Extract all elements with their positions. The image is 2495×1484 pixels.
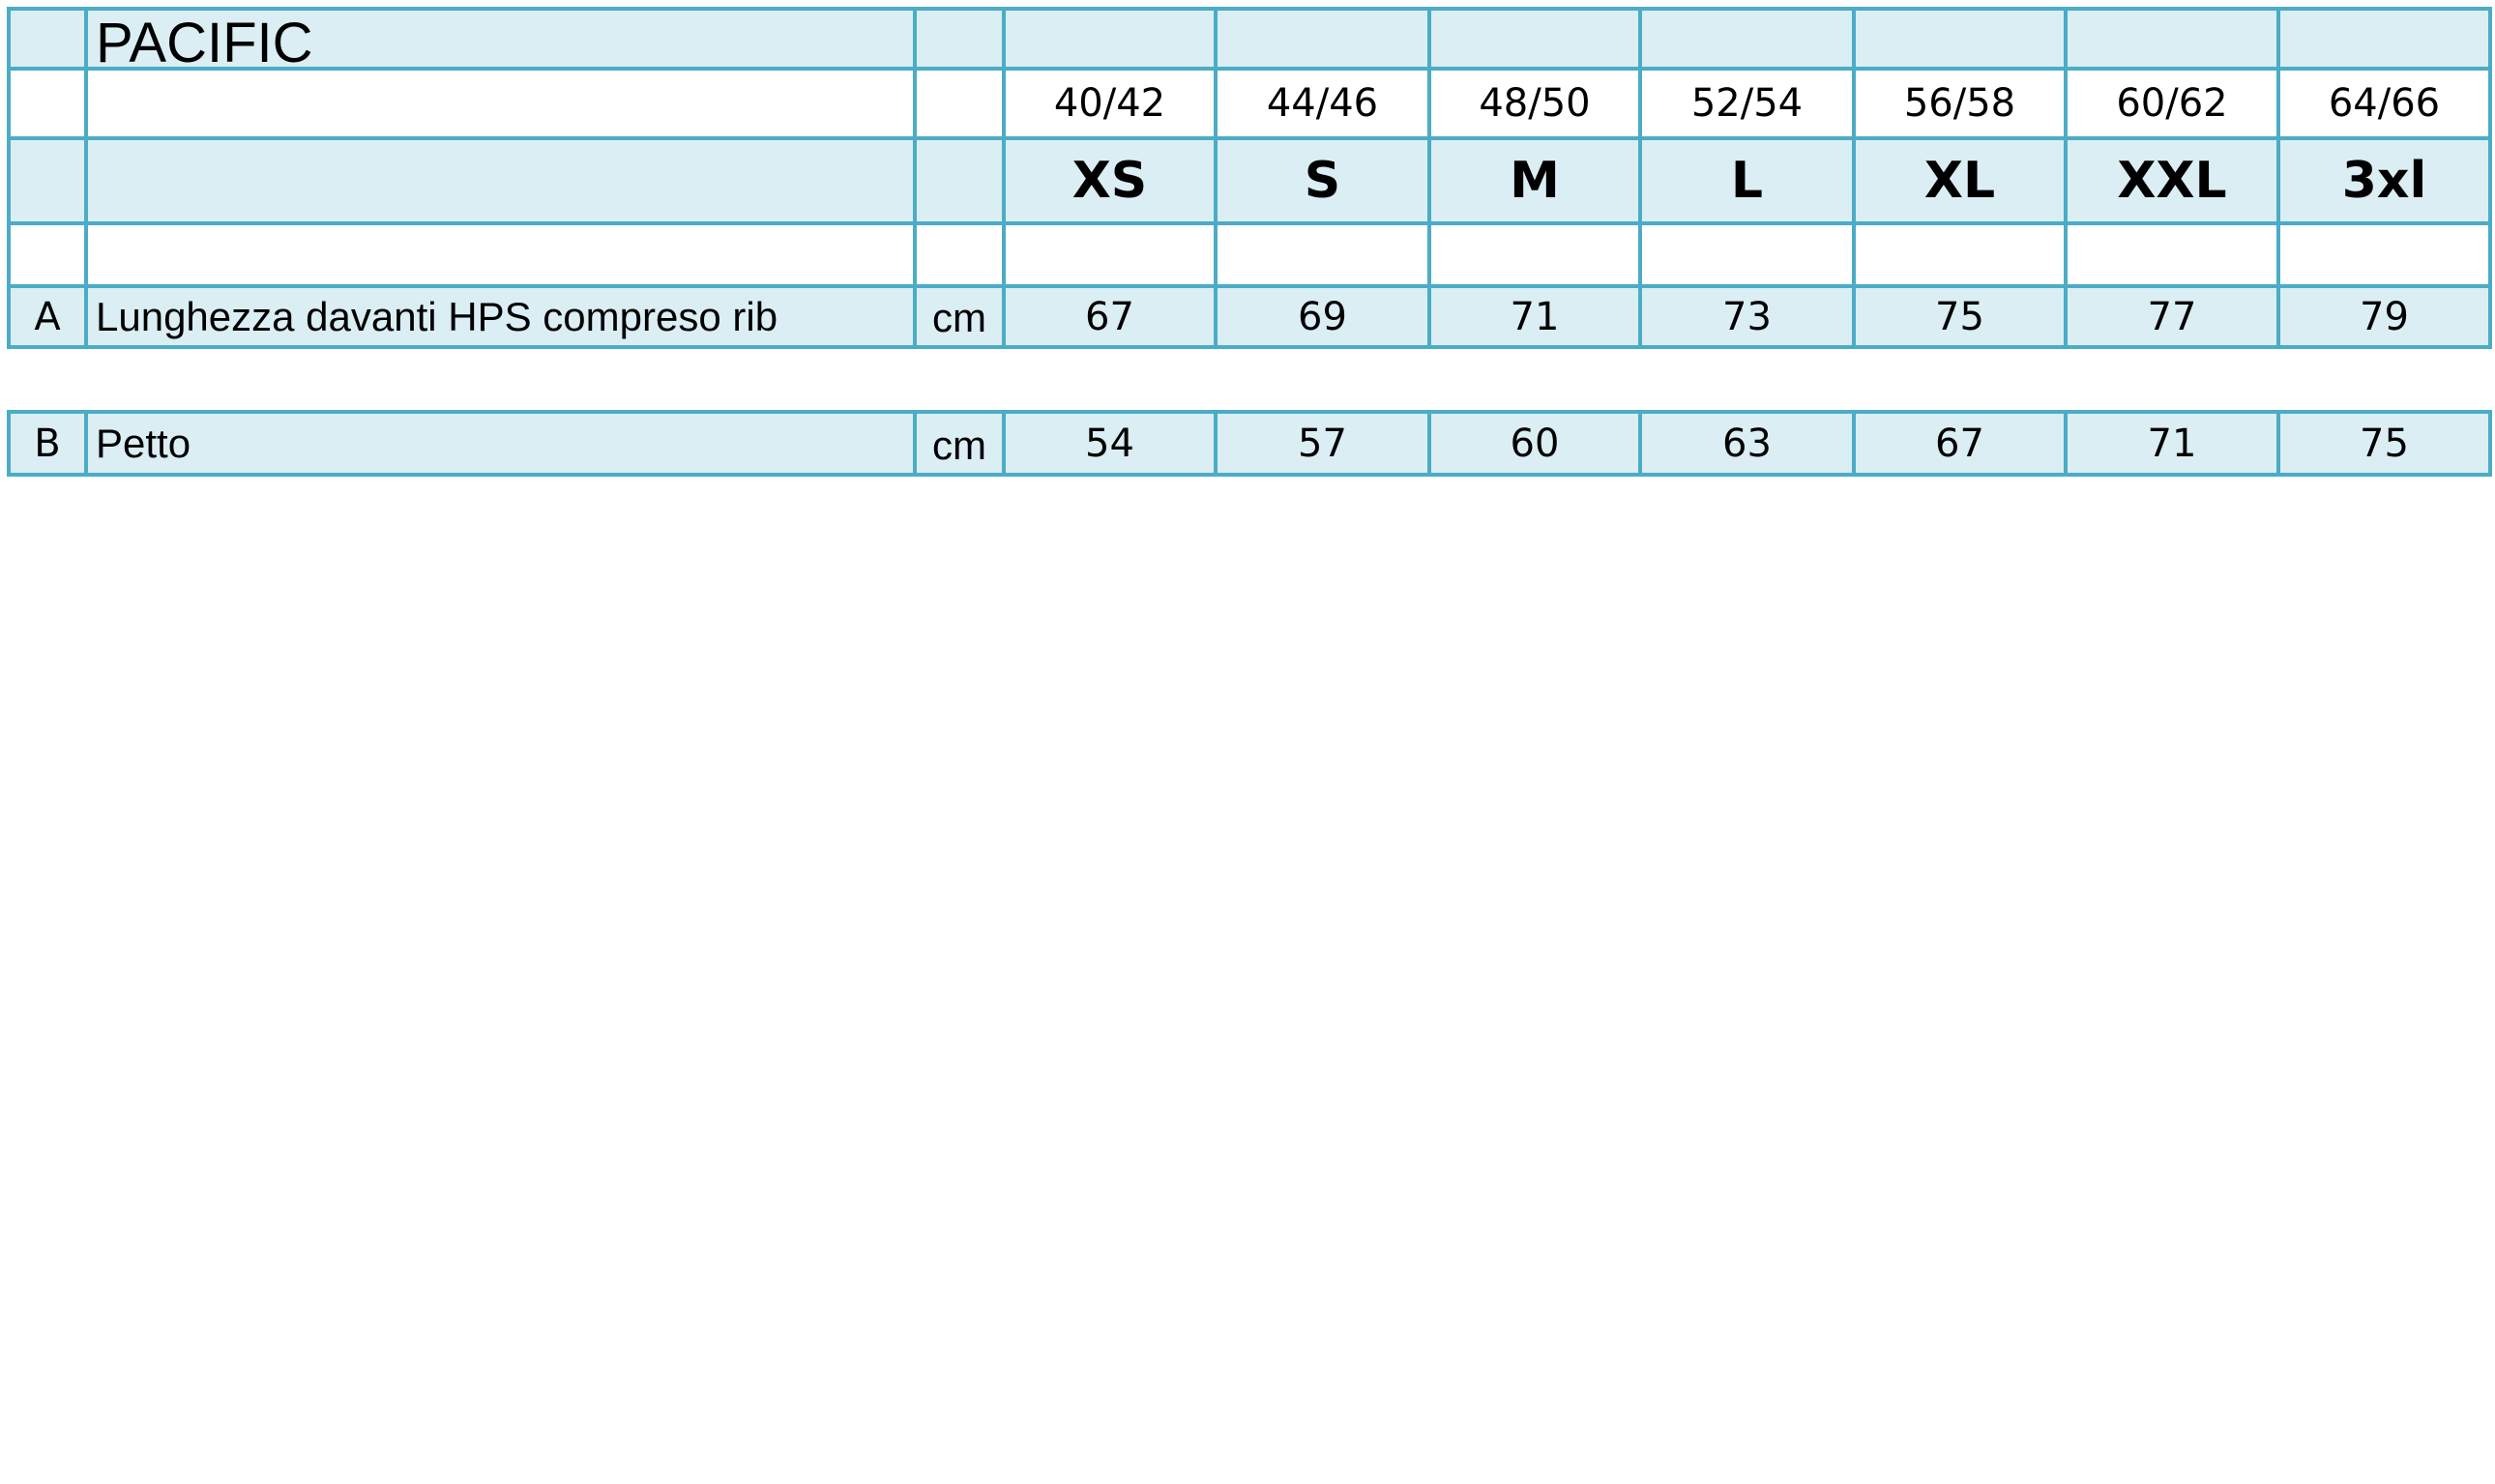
row-value: 54 (1002, 410, 1218, 477)
row-value: 67 (1852, 410, 2068, 477)
size-letter: M (1427, 136, 1642, 225)
size-number: 56/58 (1852, 67, 2068, 140)
cell (1852, 7, 2068, 71)
size-number: 44/46 (1214, 67, 1431, 140)
row-value: 73 (1638, 284, 1856, 349)
row-value: 71 (1427, 284, 1642, 349)
cell (84, 221, 917, 288)
cell (2064, 221, 2280, 288)
cell (7, 67, 88, 140)
cell (84, 136, 917, 225)
row-unit: cm (913, 284, 1006, 349)
size-number: 48/50 (1427, 67, 1642, 140)
cell (2276, 221, 2492, 288)
row-unit: cm (913, 410, 1006, 477)
row-code: A (7, 284, 88, 349)
cell (1002, 221, 1218, 288)
size-number: 40/42 (1002, 67, 1218, 140)
cell (1638, 7, 1856, 71)
cell (84, 67, 917, 140)
cell (7, 221, 88, 288)
row-label: Petto (84, 410, 917, 477)
table-title: PACIFIC (84, 7, 917, 71)
cell (1002, 7, 1218, 71)
size-number: 64/66 (2276, 67, 2492, 140)
row-value: 77 (2064, 284, 2280, 349)
row-value: 75 (1852, 284, 2068, 349)
row-value: 75 (2276, 410, 2492, 477)
size-letter: S (1214, 136, 1431, 225)
size-letter: XXL (2064, 136, 2280, 225)
cell (913, 136, 1006, 225)
cell (913, 7, 1006, 71)
cell (1214, 7, 1431, 71)
cell (1427, 221, 1642, 288)
cell (1638, 221, 1856, 288)
row-value: 79 (2276, 284, 2492, 349)
row-value: 57 (1214, 410, 1431, 477)
cell (913, 221, 1006, 288)
row-code: B (7, 410, 88, 477)
row-value: 69 (1214, 284, 1431, 349)
row-label: Lunghezza davanti HPS compreso rib (84, 284, 917, 349)
cell (1852, 221, 2068, 288)
row-value: 60 (1427, 410, 1642, 477)
cell (2064, 7, 2280, 71)
cell (7, 136, 88, 225)
cell (1427, 7, 1642, 71)
size-letter: XL (1852, 136, 2068, 225)
size-number: 60/62 (2064, 67, 2280, 140)
cell (2276, 7, 2492, 71)
cell (913, 67, 1006, 140)
row-value: 67 (1002, 284, 1218, 349)
size-number: 52/54 (1638, 67, 1856, 140)
cell (7, 7, 88, 71)
size-letter: L (1638, 136, 1856, 225)
cell (1214, 221, 1431, 288)
row-value: 71 (2064, 410, 2280, 477)
size-letter: XS (1002, 136, 1218, 225)
size-letter: 3xl (2276, 136, 2492, 225)
row-value: 63 (1638, 410, 1856, 477)
